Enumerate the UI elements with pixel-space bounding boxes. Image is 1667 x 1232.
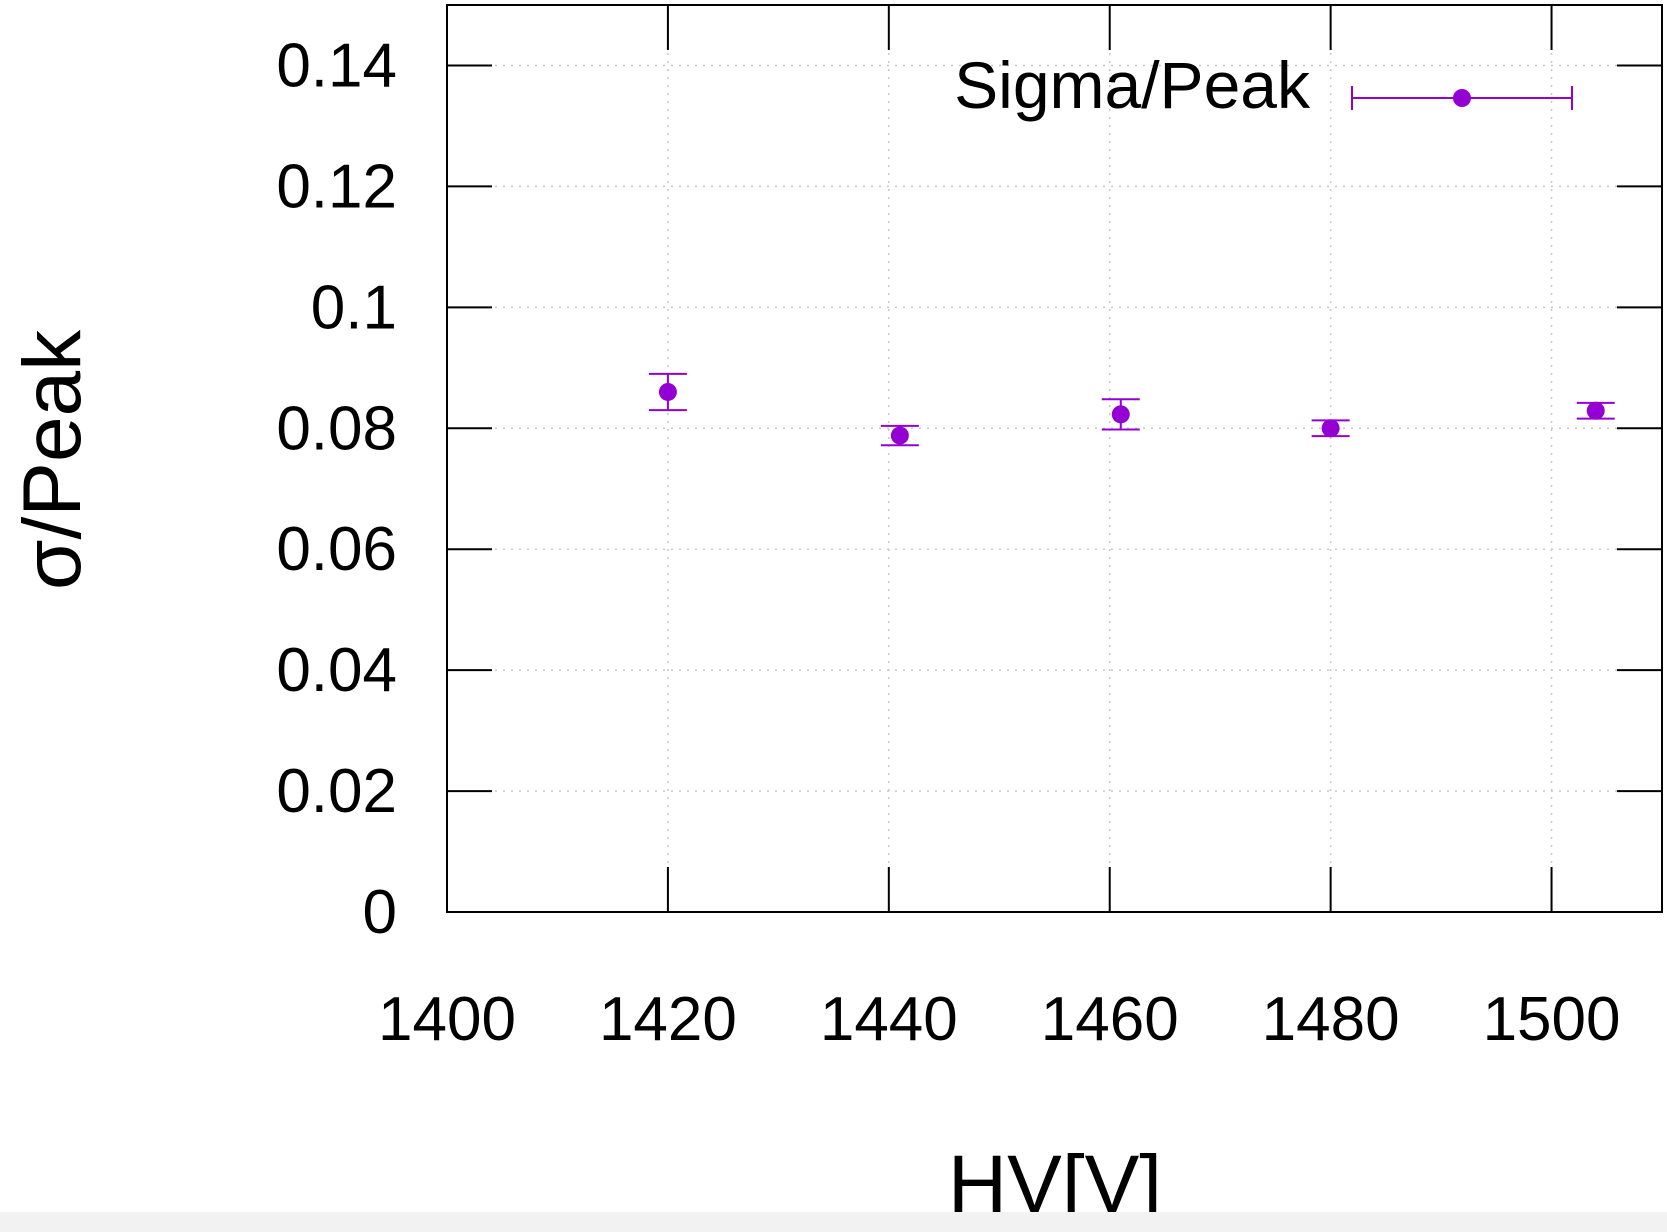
data-point [1311,419,1350,438]
data-marker [1586,401,1605,420]
x-tick-label: 1480 [1262,985,1400,1054]
x-tick-label: 1420 [599,985,737,1054]
grid [447,5,1662,912]
x-tick-label: 1400 [378,985,516,1054]
y-tick-label: 0.04 [276,636,397,705]
y-tick-labels: 0 0.02 0.04 0.06 0.08 0.1 0.12 0.14 [276,31,397,947]
x-tick-label: 1460 [1041,985,1179,1054]
data-marker [1111,405,1130,424]
data-series [648,372,1615,447]
legend: Sigma/Peak [954,48,1573,122]
x-tick-label: 1440 [820,985,958,1054]
y-tick-label: 0.1 [311,273,397,342]
legend-label: Sigma/Peak [954,48,1311,122]
data-marker [658,382,677,401]
y-tick-label: 0 [363,878,397,947]
data-marker [1321,419,1340,438]
legend-marker-dot [1453,89,1471,107]
bottom-strip [0,1212,1667,1232]
y-tick-label: 0.08 [276,394,397,463]
y-tick-label: 0.02 [276,757,397,826]
y-tick-label: 0.14 [276,31,397,100]
x-tick-labels: 1400 1420 1440 1460 1480 1500 [378,985,1620,1054]
y-tick-label: 0.12 [276,152,397,221]
data-point [880,424,919,447]
legend-marker [1351,86,1573,110]
plot-frame [446,4,1663,913]
data-point [1101,398,1140,431]
y-tick-label: 0.06 [276,515,397,584]
data-point [1576,401,1615,420]
data-marker [890,426,909,445]
y-axis-title: σ/Peak [7,329,98,590]
x-tick-label: 1500 [1483,985,1621,1054]
axis-ticks [446,5,1662,913]
data-point [648,372,687,412]
